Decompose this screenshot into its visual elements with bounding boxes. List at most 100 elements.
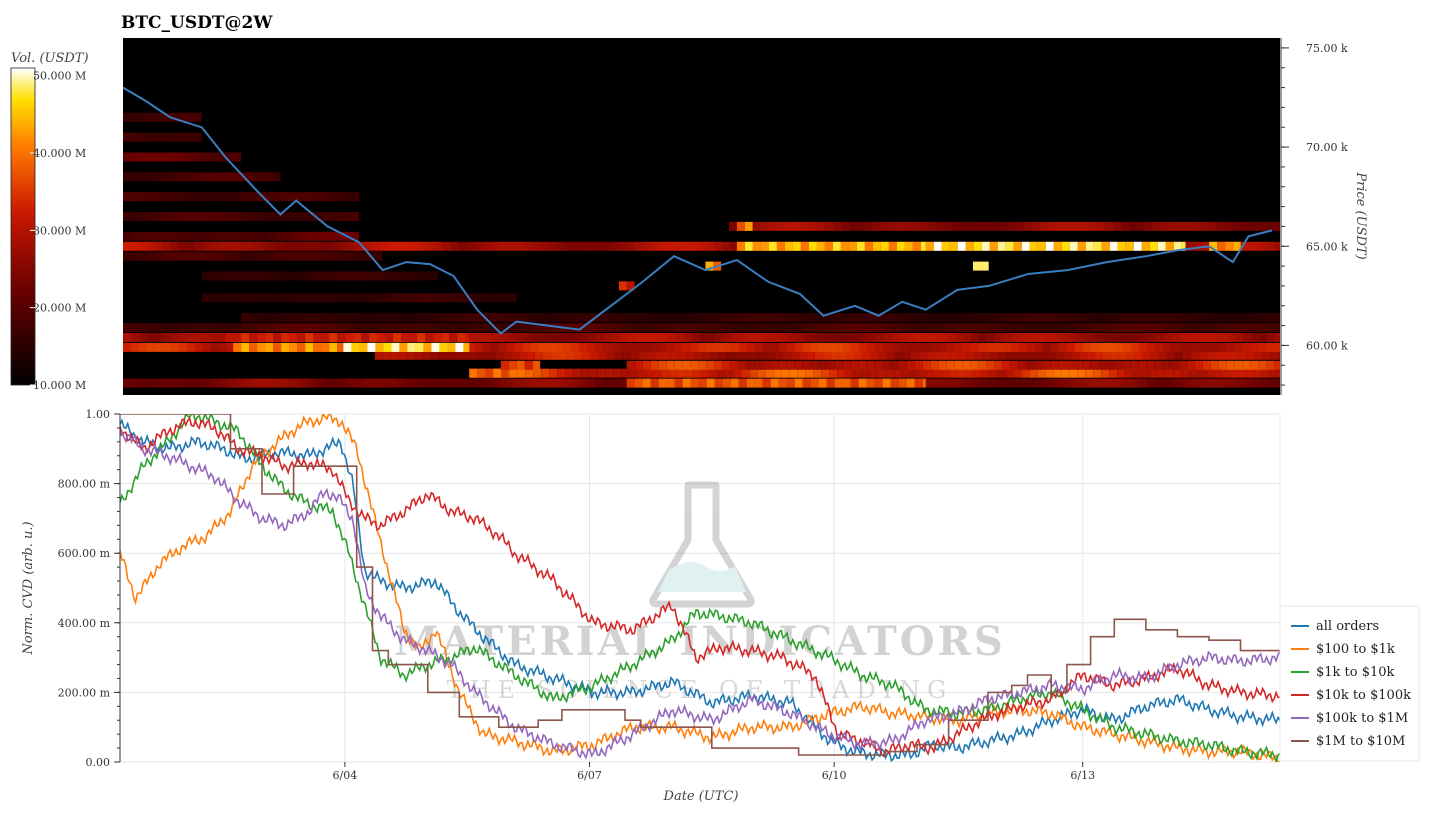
heatmap-cell [763,323,771,333]
heatmap-cell [1218,360,1227,370]
heatmap-cell [1241,313,1250,323]
heatmap-cell [171,192,179,202]
heatmap-cell [761,313,770,323]
heatmap-cell [1107,342,1115,352]
heatmap-cell [227,241,235,251]
heatmap-cell [1115,342,1123,352]
heatmap-hotspot-cell [626,281,635,291]
heatmap-cell [715,333,723,342]
heatmap-cell [829,368,838,378]
heatmap-cell [227,231,235,241]
heatmap-cell [737,313,746,323]
heatmap-cell [1083,342,1091,352]
heatmap-cell [1129,221,1137,231]
heatmap-cell [651,241,659,251]
heatmap-cell [315,378,323,388]
legend-label: $100k to $1M [1316,711,1408,726]
heatmap-cell [563,378,571,388]
heatmap-cell [917,368,926,378]
heatmap-cell [1049,221,1057,231]
heatmap-cell [433,271,438,281]
heatmap-cell [203,251,211,261]
heatmap-cell [1155,323,1163,333]
heatmap-cell [715,323,723,333]
heatmap-cell [337,313,346,323]
heatmap-cell [563,333,571,342]
heatmap-cell [907,342,915,352]
heatmap-cell [1161,313,1170,323]
heatmap-cell [1139,333,1147,342]
heatmap-cell [379,251,383,261]
heatmap-cell [683,342,691,352]
heatmap-cell [606,350,615,360]
heatmap-cell [683,323,691,333]
heatmap-cell [778,360,787,370]
heatmap-cell [787,333,795,342]
heatmap-cell [499,378,507,388]
heatmap-cell [273,313,282,323]
heatmap-cell [414,350,423,360]
heatmap-hotspot-cell [281,342,290,352]
heatmap-cell [387,378,395,388]
heatmap-hotspot-cell [447,342,456,352]
heatmap-cell [131,172,139,182]
heatmap-cell [645,368,654,378]
heatmap-cell [1118,350,1127,360]
heatmap-cell [203,212,211,221]
price-line [123,86,1273,335]
cvd-y-tick-label: 1.00 [86,408,111,421]
heatmap-hotspot-cell [524,360,533,370]
price-axis-label: Price (USDT) [1353,171,1368,259]
heatmap-cell [323,192,331,202]
heatmap-cell [1162,360,1171,370]
heatmap-hotspot-cell [241,333,250,342]
heatmap-cell [347,323,355,333]
heatmap-cell [1219,342,1227,352]
heatmap-cell [139,333,147,342]
heatmap-cell [518,350,527,360]
heatmap-hotspot-cell [289,333,298,342]
heatmap-cell [869,368,878,378]
heatmap-cell [681,313,690,323]
heatmap-cell [1227,323,1235,333]
heatmap-cell [1233,313,1242,323]
heatmap-cell [219,378,227,388]
heatmap-cell [243,231,251,241]
heatmap-cell [817,313,826,323]
heatmap-cell [707,323,715,333]
heatmap-cell [542,350,551,360]
heatmap-cell [955,378,963,388]
heatmap-cell [1034,360,1043,370]
heatmap-cell [745,313,754,323]
heatmap-cell [933,368,942,378]
heatmap-cell [998,350,1007,360]
heatmap-cell [483,333,491,342]
heatmap-cell [1073,221,1081,231]
heatmap-cell [425,293,434,303]
heatmap-cell [123,132,131,142]
legend-label: $1k to $10k [1316,665,1395,680]
heatmap-cell [433,313,442,323]
heatmap-cell [1195,241,1203,251]
heatmap-cell [355,251,363,261]
heatmap-cell [419,378,427,388]
heatmap-cell [838,350,847,360]
heatmap-cell [382,350,391,360]
heatmap-cell [1123,333,1131,342]
heatmap-cell [131,231,139,241]
heatmap-cell [315,251,323,261]
heatmap-cell [1203,333,1211,342]
heatmap-hotspot-cell [401,333,410,342]
heatmap-cell [369,271,378,281]
heatmap-cell [1137,221,1145,231]
heatmap-cell [555,333,563,342]
heatmap-cell [475,323,483,333]
cvd-y-tick-label: 600.00 m [58,547,111,560]
cvd-y-tick-label: 200.00 m [58,686,111,699]
heatmap-cell [523,333,531,342]
heatmap-cell [513,293,517,303]
heatmap-cell [441,293,450,303]
heatmap-cell [371,378,379,388]
heatmap-cell [267,231,275,241]
heatmap-cell [1222,350,1231,360]
